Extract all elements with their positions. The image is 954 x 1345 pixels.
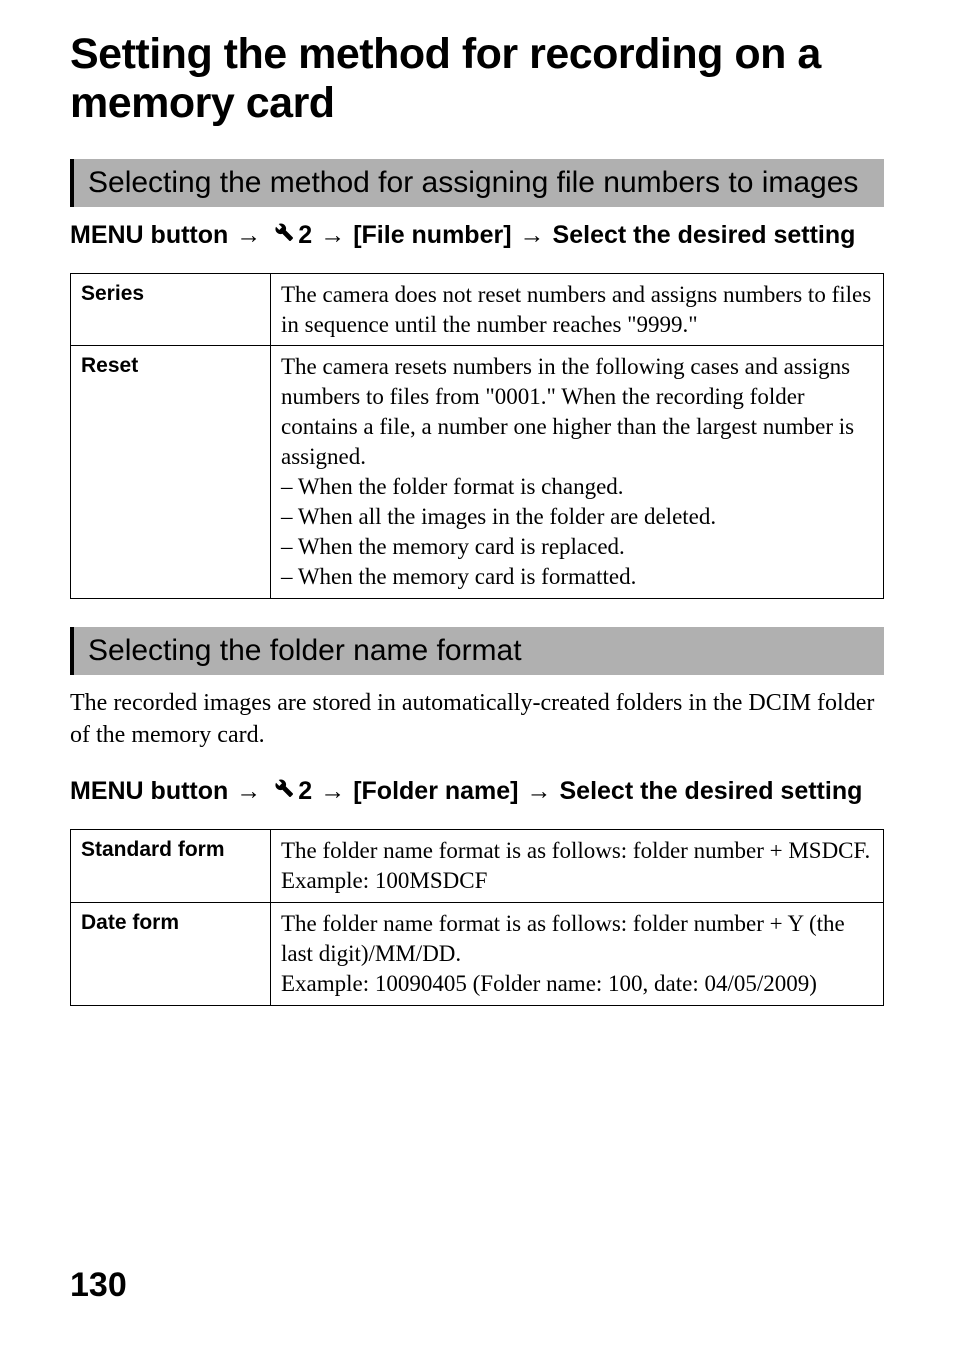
- row-label: Series: [71, 273, 271, 346]
- table-row: Reset The camera resets numbers in the f…: [71, 346, 884, 598]
- arrow-icon: →: [236, 219, 261, 253]
- desc-item: – When all the images in the folder are …: [281, 502, 873, 532]
- menu-item: [Folder name]: [353, 775, 518, 809]
- desc-line: The folder name format is as follows: fo…: [281, 909, 873, 969]
- wrench-icon: [271, 775, 295, 809]
- section-header-folder-format: Selecting the folder name format: [70, 627, 884, 675]
- menu-item: [File number]: [353, 219, 511, 253]
- row-label: Standard form: [71, 830, 271, 903]
- desc-intro: The camera resets numbers in the followi…: [281, 352, 873, 472]
- desc-line: Example: 100MSDCF: [281, 866, 873, 896]
- menu-number: 2: [298, 219, 312, 253]
- arrow-icon: →: [236, 775, 261, 809]
- menu-path-folder-name: MENU button → 2 → [Folder name] → Select…: [70, 775, 884, 809]
- folder-name-table: Standard form The folder name format is …: [70, 829, 884, 1005]
- row-label: Date form: [71, 902, 271, 1005]
- menu-suffix: Select the desired setting: [553, 219, 856, 253]
- desc-item: – When the memory card is formatted.: [281, 562, 873, 592]
- page-number: 130: [70, 1266, 127, 1305]
- wrench-icon: [271, 219, 295, 253]
- arrow-icon: →: [520, 219, 545, 253]
- page-title: Setting the method for recording on a me…: [70, 30, 884, 129]
- arrow-icon: →: [527, 775, 552, 809]
- menu-prefix: MENU button: [70, 219, 228, 253]
- desc-line: The folder name format is as follows: fo…: [281, 836, 873, 866]
- body-text: The recorded images are stored in automa…: [70, 687, 884, 752]
- menu-path-file-number: MENU button → 2 → [File number] → Select…: [70, 219, 884, 253]
- row-description: The camera resets numbers in the followi…: [271, 346, 884, 598]
- table-row: Date form The folder name format is as f…: [71, 902, 884, 1005]
- section-header-file-numbers: Selecting the method for assigning file …: [70, 159, 884, 207]
- arrow-icon: →: [320, 219, 345, 253]
- file-number-table: Series The camera does not reset numbers…: [70, 273, 884, 599]
- table-row: Series The camera does not reset numbers…: [71, 273, 884, 346]
- arrow-icon: →: [320, 775, 345, 809]
- desc-line: Example: 10090405 (Folder name: 100, dat…: [281, 969, 873, 999]
- menu-suffix: Select the desired setting: [560, 775, 863, 809]
- desc-item: – When the folder format is changed.: [281, 472, 873, 502]
- desc-item: – When the memory card is replaced.: [281, 532, 873, 562]
- row-description: The camera does not reset numbers and as…: [271, 273, 884, 346]
- table-row: Standard form The folder name format is …: [71, 830, 884, 903]
- row-description: The folder name format is as follows: fo…: [271, 902, 884, 1005]
- row-label: Reset: [71, 346, 271, 598]
- menu-number: 2: [298, 775, 312, 809]
- row-description: The folder name format is as follows: fo…: [271, 830, 884, 903]
- menu-prefix: MENU button: [70, 775, 228, 809]
